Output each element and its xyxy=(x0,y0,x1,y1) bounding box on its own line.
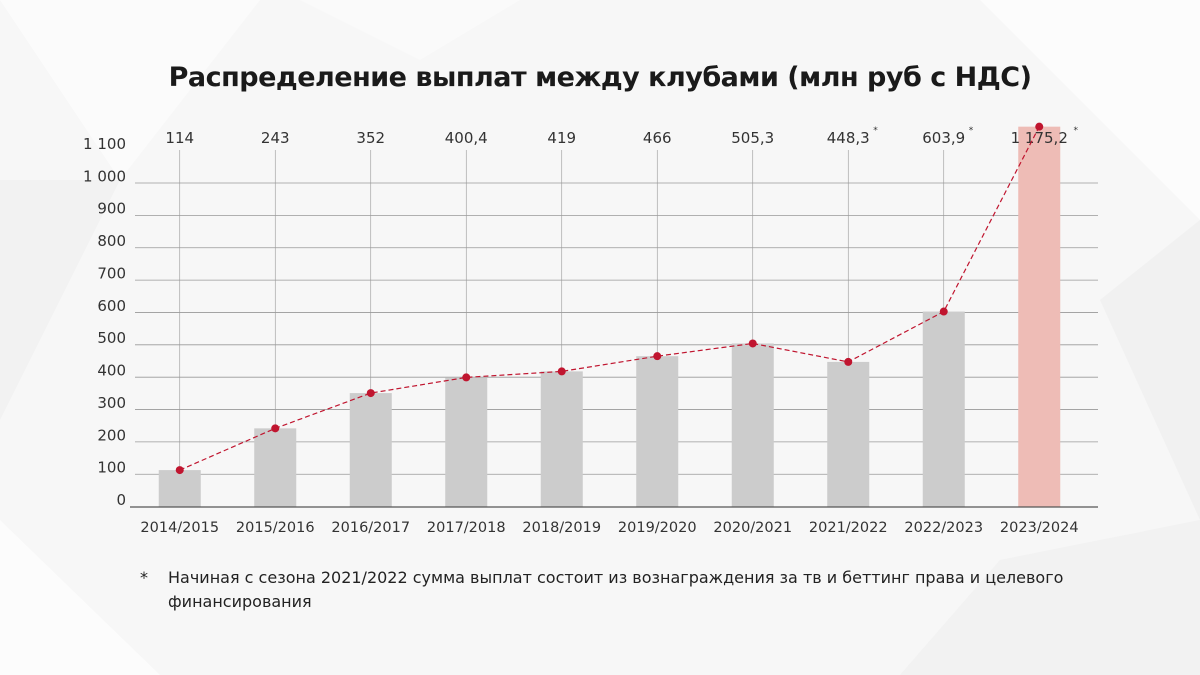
footnote-mark: * xyxy=(140,568,148,587)
bar-2015/2016 xyxy=(254,428,297,507)
x-tick-label: 2023/2024 xyxy=(1000,520,1079,536)
x-tick-label: 2015/2016 xyxy=(236,520,315,536)
value-label: 352 xyxy=(356,129,385,147)
value-label: 448,3 xyxy=(827,129,870,147)
y-tick-label: 400 xyxy=(97,362,126,380)
bar-2022/2023 xyxy=(922,311,965,507)
trend-point-2019/2020 xyxy=(653,352,662,361)
trend-point-2023/2024 xyxy=(1035,122,1044,131)
bar-2017/2018 xyxy=(445,377,488,507)
y-tick-label: 900 xyxy=(97,200,126,218)
trend-line xyxy=(179,126,1040,471)
value-label: 466 xyxy=(643,129,672,147)
value-label: 243 xyxy=(261,129,290,147)
trend-point-2014/2015 xyxy=(175,466,184,475)
footnote-text: Начиная с сезона 2021/2022 сумма выплат … xyxy=(168,568,1064,611)
trend-point-2021/2022 xyxy=(844,357,853,366)
trend-point-2020/2021 xyxy=(748,339,757,348)
x-tick-label: 2022/2023 xyxy=(904,520,983,536)
value-label: 400,4 xyxy=(445,129,488,147)
value-label: 505,3 xyxy=(731,129,774,147)
trend-point-2018/2019 xyxy=(557,367,566,376)
bar-2023/2024 xyxy=(1018,126,1061,508)
bar-2019/2020 xyxy=(636,356,679,507)
footnote-asterisk: * xyxy=(969,126,974,136)
trend-point-2015/2016 xyxy=(271,424,280,433)
y-tick-label: 600 xyxy=(97,297,126,315)
trend-point-2016/2017 xyxy=(366,389,375,398)
x-tick-label: 2014/2015 xyxy=(140,520,219,536)
footnote-asterisk: * xyxy=(1073,126,1078,136)
bar-2021/2022 xyxy=(827,361,870,507)
y-tick-label: 0 xyxy=(116,491,126,509)
bar-2018/2019 xyxy=(540,371,583,507)
x-tick-label: 2020/2021 xyxy=(713,520,792,536)
trend-point-2017/2018 xyxy=(462,373,471,382)
bar-2014/2015 xyxy=(158,470,201,507)
y-tick-label: 1 100 xyxy=(83,135,126,153)
trend-point-2022/2023 xyxy=(939,307,948,316)
value-label: 114 xyxy=(165,129,194,147)
y-tick-label: 300 xyxy=(97,394,126,412)
x-tick-label: 2017/2018 xyxy=(427,520,506,536)
x-tick-label: 2016/2017 xyxy=(331,520,410,536)
bar-2020/2021 xyxy=(731,343,774,507)
x-tick-label: 2018/2019 xyxy=(522,520,601,536)
value-label: 419 xyxy=(547,129,576,147)
y-tick-label: 200 xyxy=(97,426,126,444)
y-tick-label: 700 xyxy=(97,264,126,282)
y-tick-label: 1 000 xyxy=(83,167,126,185)
footnote-asterisk: * xyxy=(873,126,878,136)
y-tick-label: 500 xyxy=(97,329,126,347)
x-tick-label: 2021/2022 xyxy=(809,520,888,536)
value-label: 1 175,2 xyxy=(1011,129,1068,147)
bar-2016/2017 xyxy=(349,393,392,507)
x-tick-label: 2019/2020 xyxy=(618,520,697,536)
value-label: 603,9 xyxy=(922,129,965,147)
y-tick-label: 800 xyxy=(97,232,126,250)
chart-title: Распределение выплат между клубами (млн … xyxy=(168,62,1032,93)
chart-area: 0 100 200 300 400 500 600 700 800 900 1 000 1 100 20… xyxy=(83,122,1098,536)
y-tick-label: 100 xyxy=(97,459,126,477)
